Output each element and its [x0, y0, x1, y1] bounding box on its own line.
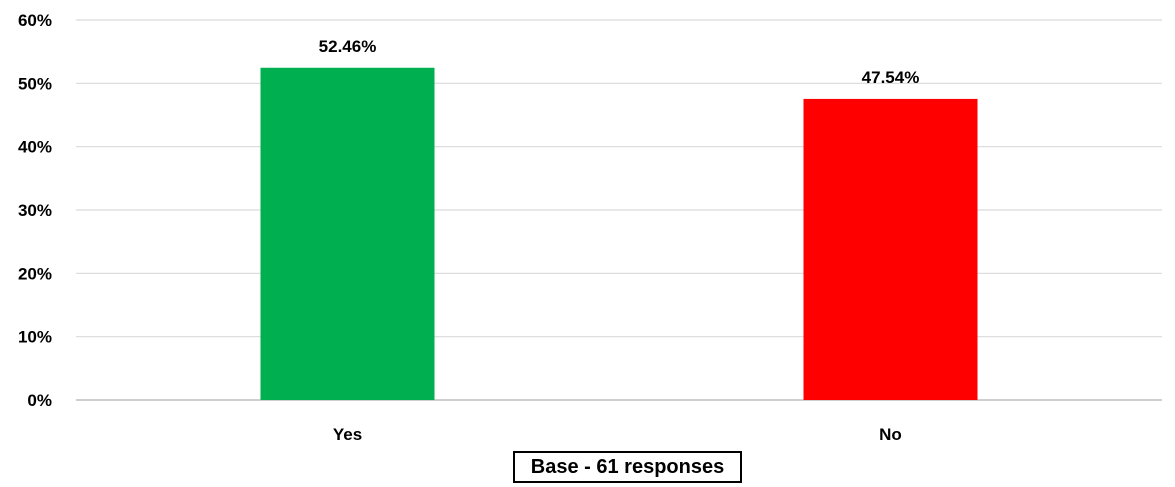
bar-no [803, 98, 978, 400]
x-axis-ticks: Yes No [333, 425, 902, 444]
y-tick-label: 50% [18, 74, 52, 93]
y-tick-label: 20% [18, 264, 52, 283]
y-tick-label: 0% [27, 391, 52, 410]
base-note: Base - 61 responses [513, 451, 742, 483]
y-tick-label: 60% [18, 11, 52, 30]
gridlines [76, 19, 1162, 401]
bar-yes [260, 67, 435, 401]
data-label: 52.46% [319, 37, 377, 56]
x-tick-label: No [879, 425, 902, 444]
data-label: 47.54% [862, 68, 920, 87]
x-tick-label: Yes [333, 425, 362, 444]
bars [260, 67, 978, 401]
data-labels: 52.46% 47.54% [319, 37, 920, 87]
y-axis-ticks: 0% 10% 20% 30% 40% 50% 60% [18, 11, 52, 410]
y-tick-label: 40% [18, 138, 52, 157]
y-tick-label: 30% [18, 201, 52, 220]
y-tick-label: 10% [18, 328, 52, 347]
